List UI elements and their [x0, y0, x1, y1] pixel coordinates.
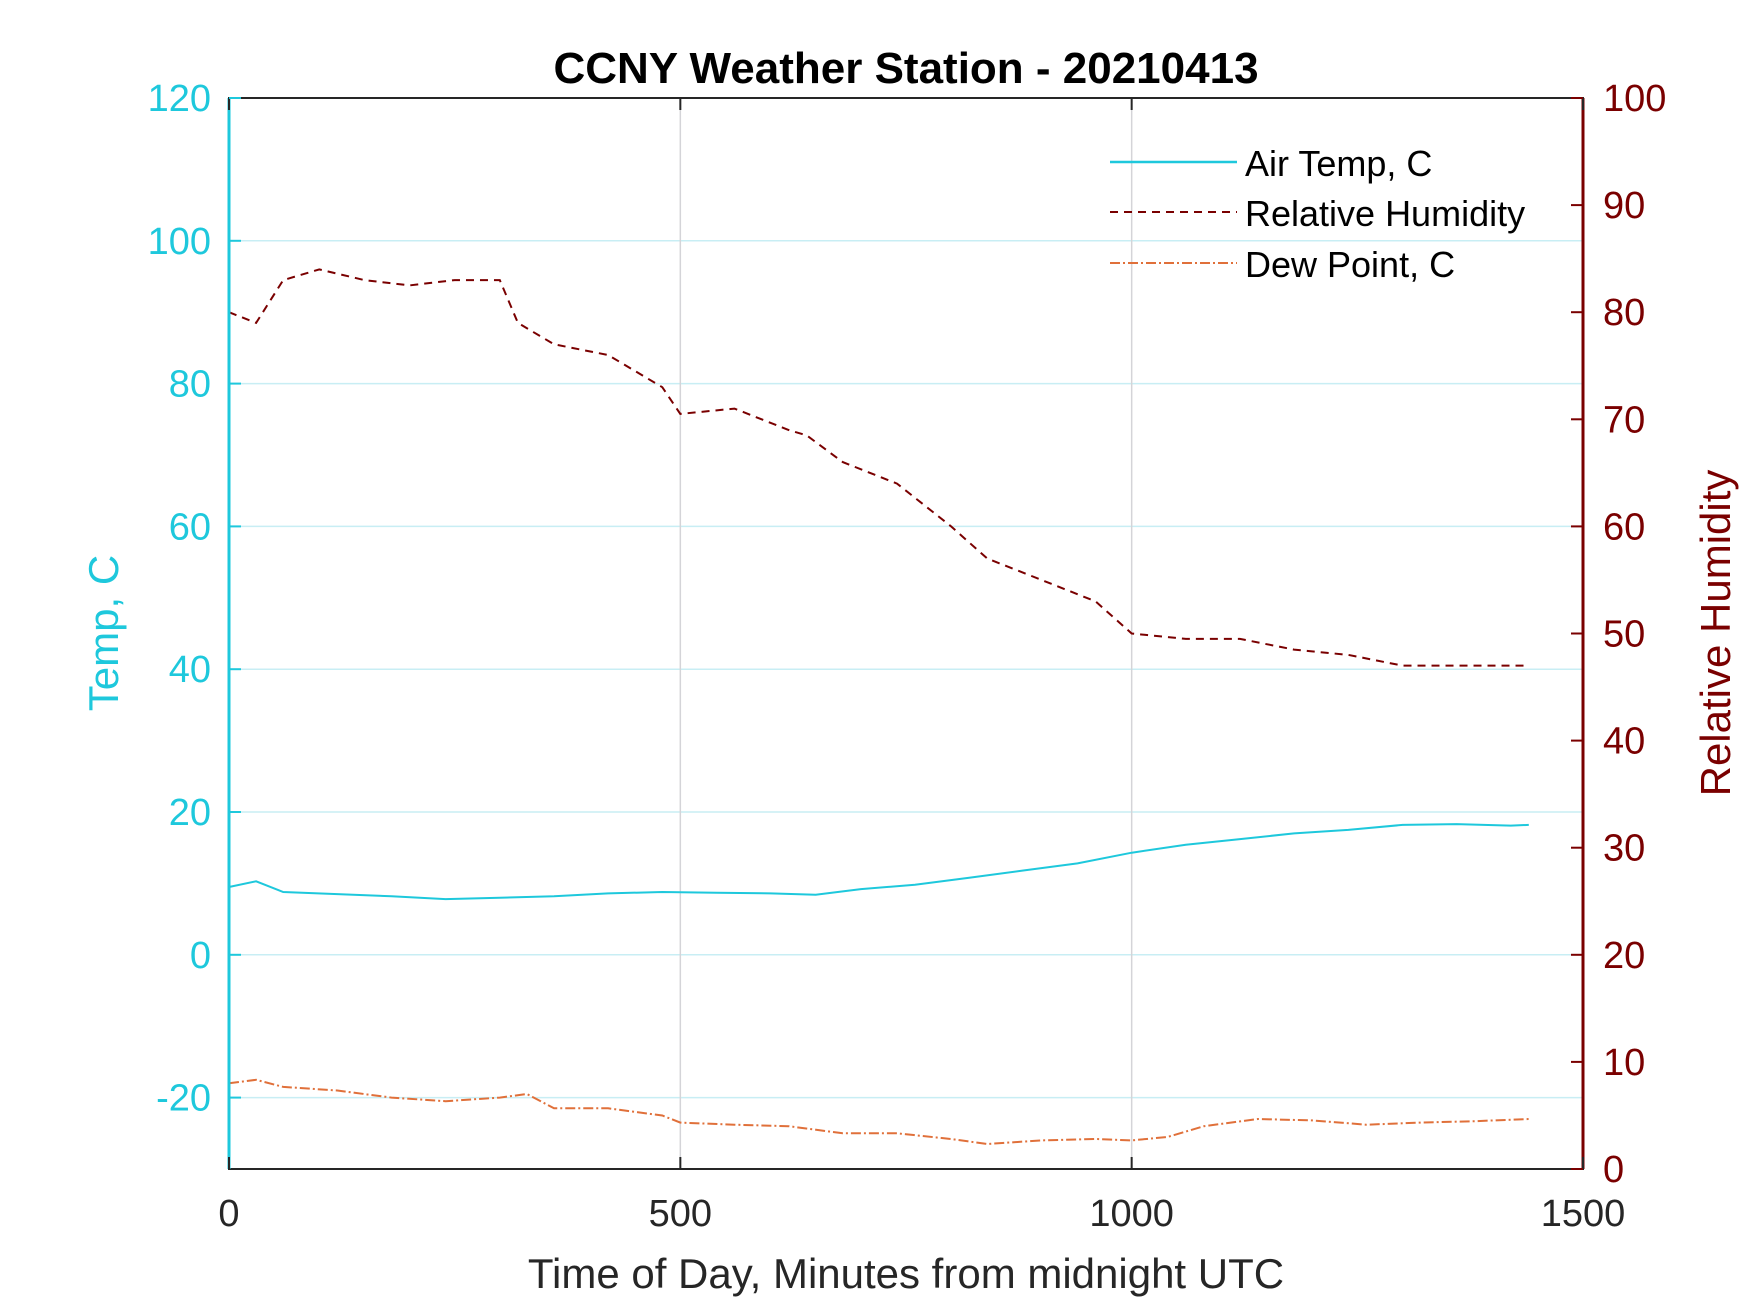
y-left-tick-label: 40: [169, 649, 211, 691]
y-right-tick-label: 50: [1603, 614, 1645, 656]
y-right-tick-label: 20: [1603, 935, 1645, 977]
series-air-temp: [228, 823, 1529, 901]
y-left-tick-label: 60: [169, 506, 211, 548]
y-right-tick-label: 90: [1603, 185, 1645, 227]
y-left-tick-label: 0: [190, 935, 211, 977]
chart-title: CCNY Weather Station - 20210413: [553, 44, 1258, 93]
x-tick-label: 1500: [1541, 1193, 1626, 1235]
y-right-tick-label: 70: [1603, 399, 1645, 441]
y-right-tick-label: 0: [1603, 1149, 1624, 1191]
x-axis-label: Time of Day, Minutes from midnight UTC: [528, 1250, 1284, 1297]
y-right-tick-label: 100: [1603, 78, 1666, 120]
y-left-tick-label: 100: [148, 221, 211, 263]
y-axis-label-right: Relative Humidity: [1692, 470, 1739, 797]
y-right-tick-label: 10: [1603, 1042, 1645, 1084]
series-relative-humidity: [228, 268, 1529, 667]
gridlines: [229, 98, 1583, 1169]
legend-label-relative-humidity: Relative Humidity: [1245, 193, 1525, 234]
series-dew-point: [228, 1078, 1529, 1146]
y-right-tick-label: 80: [1603, 292, 1645, 334]
y-right-tick-label: 60: [1603, 506, 1645, 548]
x-tick-label: 500: [649, 1193, 712, 1235]
axis-ticks: 0 500 1000 1500 -20 0 20 40 60 80 100 120 0 10 20 30 40 5…: [148, 78, 1667, 1235]
x-tick-label: 0: [218, 1193, 239, 1235]
y-left-tick-label: 120: [148, 78, 211, 120]
y-axis-label-left: Temp, C: [80, 555, 127, 711]
y-left-tick-label: 20: [169, 792, 211, 834]
x-tick-label: 1000: [1089, 1193, 1174, 1235]
legend-label-dew-point: Dew Point, C: [1245, 244, 1455, 285]
y-right-tick-label: 30: [1603, 828, 1645, 870]
y-right-tick-label: 40: [1603, 721, 1645, 763]
y-left-tick-label: -20: [156, 1078, 211, 1120]
legend: Air Temp, C Relative Humidity Dew Point,…: [1110, 143, 1525, 285]
series-lines: [228, 268, 1529, 1146]
legend-label-air-temp: Air Temp, C: [1245, 143, 1432, 184]
y-left-tick-label: 80: [169, 364, 211, 406]
